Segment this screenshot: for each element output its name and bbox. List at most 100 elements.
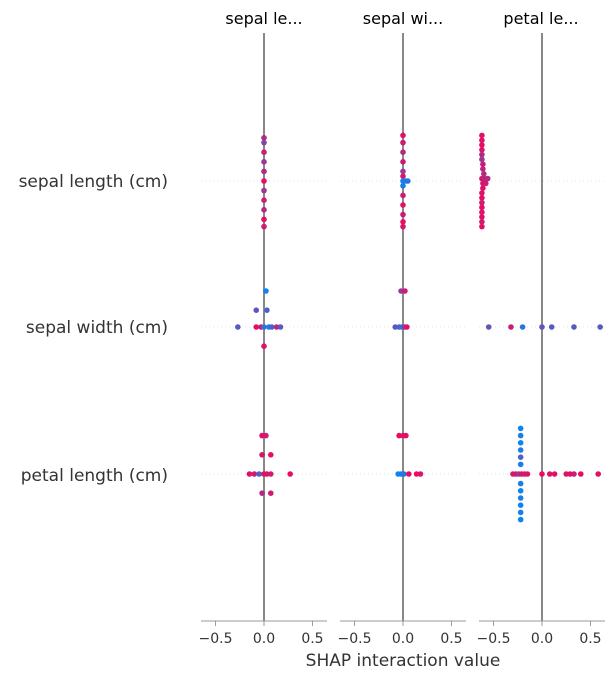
point-p3-r1-18 [479, 199, 485, 206]
point-p1-r3-2 [263, 432, 269, 439]
point-p3-r1-5 [479, 151, 485, 158]
row-label-sepal-width: sepal width (cm) [26, 318, 168, 338]
point-p3-r1-21 [479, 214, 485, 220]
point-p3-r2-4 [539, 324, 545, 330]
point-p1-r1-4 [261, 159, 267, 165]
point-p3-r3-18 [571, 471, 577, 477]
point-p2-r1-2 [400, 139, 406, 146]
point-p2-r2-7 [404, 324, 410, 330]
point-p3-r3-20 [595, 471, 602, 477]
point-p1-r3-7 [256, 471, 262, 477]
row-labels: sepal length (cm) sepal width (cm) petal… [19, 172, 168, 486]
point-p3-r3-23 [517, 495, 524, 501]
point-p2-r1-5 [400, 168, 406, 175]
point-p2-r3-1 [396, 432, 402, 439]
point-p2-r3-9 [417, 471, 424, 477]
point-p3-r3-12 [524, 471, 531, 477]
point-p1-r3-5 [246, 471, 253, 477]
panel-title-3: petal le... [503, 9, 578, 28]
point-p3-r1-15 [480, 185, 486, 191]
point-p1-r1-11 [261, 223, 267, 230]
point-p3-r3-21 [517, 480, 524, 487]
point-p3-r3-6 [517, 461, 524, 468]
point-p1-r2-3 [264, 307, 270, 314]
point-p2-r2-2 [402, 288, 408, 294]
point-p3-r1-8 [480, 166, 486, 172]
point-p1-r3-6 [251, 471, 258, 477]
point-p1-r3-10 [267, 471, 274, 477]
point-p3-r2-2 [508, 324, 514, 330]
point-p2-r1-11 [400, 192, 406, 199]
scatter-points [235, 132, 603, 523]
point-p3-r3-3 [517, 440, 524, 446]
point-p1-r1-9 [261, 207, 267, 213]
x-tick-label-1-3: 0.5 [301, 631, 323, 647]
point-p3-r3-4 [517, 447, 524, 453]
x-tick-label-3-2: 0.0 [531, 631, 553, 647]
point-p3-r2-5 [548, 324, 555, 330]
point-p1-r3-13 [267, 490, 274, 497]
point-p1-r1-2 [261, 139, 267, 146]
point-p1-r3-9 [264, 471, 270, 477]
point-p1-r2-4 [235, 324, 241, 330]
point-p3-r2-7 [597, 324, 603, 330]
point-p1-r1-8 [261, 197, 267, 203]
point-p3-r3-17 [567, 471, 573, 477]
point-p3-r1-3 [479, 142, 485, 148]
point-p2-r1-10 [400, 183, 406, 189]
point-p3-r3-13 [539, 471, 545, 477]
point-p1-r3-4 [267, 452, 274, 458]
point-p3-r3-2 [517, 432, 524, 439]
point-p3-r3-16 [563, 471, 570, 477]
point-p3-r3-15 [551, 471, 558, 477]
point-p2-r2-3 [392, 324, 399, 330]
point-p1-r1-10 [261, 216, 267, 223]
point-p3-r1-1 [479, 132, 485, 139]
point-p3-r1-20 [479, 209, 485, 215]
point-p3-r1-12 [484, 175, 491, 182]
point-p1-r2-1 [263, 288, 269, 294]
point-p3-r2-1 [485, 324, 492, 330]
point-p3-r3-25 [517, 509, 524, 516]
point-p3-r3-24 [517, 502, 524, 509]
point-p3-r3-5 [517, 454, 524, 461]
point-p1-r1-5 [261, 168, 267, 175]
x-tick-label-2-3: 0.5 [440, 631, 462, 647]
point-p1-r3-12 [259, 490, 265, 497]
point-p1-r1-6 [261, 178, 267, 184]
point-p1-r2-7 [261, 324, 267, 330]
x-axis-label: SHAP interaction value [306, 651, 501, 671]
point-p3-r2-6 [571, 324, 577, 330]
point-p2-r1-6 [400, 173, 406, 179]
row-gridlines [201, 180, 605, 475]
point-p1-r1-7 [261, 187, 267, 194]
point-p2-r1-13 [400, 211, 406, 218]
x-tick-label-2-1: −0.5 [338, 631, 372, 647]
point-p3-r1-16 [479, 190, 485, 196]
point-p1-r3-1 [259, 432, 265, 439]
point-p1-r2-10 [273, 324, 280, 330]
point-p3-r1-7 [480, 161, 486, 167]
point-p3-r1-14 [482, 180, 489, 187]
row-label-petal-length: petal length (cm) [21, 466, 168, 486]
point-p3-r3-22 [517, 488, 524, 494]
point-p3-r3-26 [517, 516, 524, 523]
x-tick-label-1-1: −0.5 [199, 631, 233, 647]
point-p2-r3-3 [403, 432, 409, 439]
x-axes: −0.5 0.0 0.5 −0.5 0.0 0.5 −0.5 0.0 0.5 [199, 620, 605, 647]
point-p3-r1-6 [479, 156, 485, 163]
point-p1-r3-3 [259, 452, 265, 458]
point-p3-r2-3 [519, 324, 526, 330]
row-label-sepal-length: sepal length (cm) [19, 172, 168, 192]
point-p1-r2-11 [277, 324, 284, 330]
point-p2-r1-12 [400, 202, 406, 208]
panel-titles: sepal le... sepal wi... petal le... [225, 9, 578, 28]
point-p2-r3-7 [406, 471, 412, 477]
point-p3-r3-19 [577, 471, 584, 477]
x-tick-label-3-3: 0.5 [579, 631, 601, 647]
point-p3-r1-22 [479, 219, 485, 225]
point-p3-r1-23 [479, 223, 485, 230]
point-p3-r1-2 [479, 137, 485, 143]
point-p3-r3-1 [517, 425, 524, 432]
